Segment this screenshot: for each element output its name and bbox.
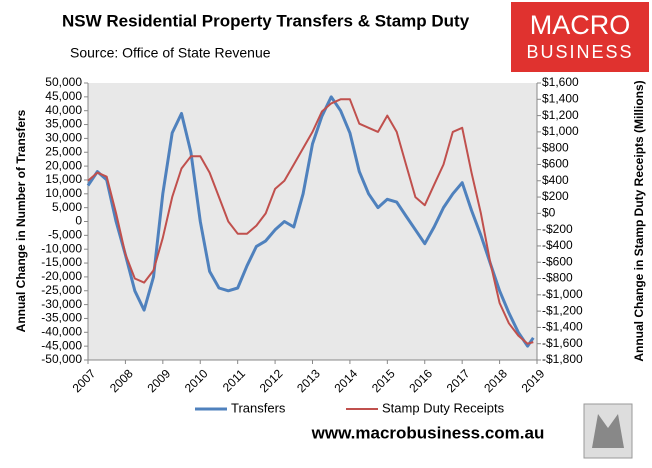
y-tick-label: 20,000 bbox=[45, 158, 82, 172]
y2-tick-label: -$800 bbox=[542, 271, 573, 285]
y-tick-label: 30,000 bbox=[45, 131, 82, 145]
y-tick-label: 5,000 bbox=[52, 200, 82, 214]
y-tick-label: -10,000 bbox=[41, 241, 82, 255]
y2-tick-label: -$600 bbox=[542, 254, 573, 268]
x-tick-label: 2011 bbox=[220, 366, 248, 394]
x-tick-label: 2017 bbox=[444, 366, 473, 395]
y2-tick-label: $1,200 bbox=[542, 108, 579, 122]
y-tick-label: -50,000 bbox=[41, 352, 82, 366]
y-tick-label: 15,000 bbox=[45, 172, 82, 186]
y-axis-title: Annual Change in Number of Transfers bbox=[14, 109, 28, 332]
y-tick-label: 25,000 bbox=[45, 144, 82, 158]
x-tick-label: 2016 bbox=[406, 366, 435, 395]
y2-tick-label: -$1,000 bbox=[542, 287, 583, 301]
y-tick-label: -5,000 bbox=[48, 228, 82, 242]
legend-label: Stamp Duty Receipts bbox=[382, 400, 505, 415]
y-tick-label: -20,000 bbox=[41, 269, 82, 283]
y-tick-label: 50,000 bbox=[45, 75, 82, 89]
y2-tick-label: -$400 bbox=[542, 238, 573, 252]
y-tick-label: 10,000 bbox=[45, 186, 82, 200]
x-tick-label: 2013 bbox=[294, 366, 323, 395]
y2-tick-label: $1,000 bbox=[542, 124, 579, 138]
x-tick-label: 2018 bbox=[481, 366, 510, 395]
x-tick-label: 2008 bbox=[107, 366, 136, 395]
y2-tick-label: $1,600 bbox=[542, 75, 579, 89]
legend-label: Transfers bbox=[231, 400, 286, 415]
y2-axis-title: Annual Change in Stamp Duty Receipts (Mi… bbox=[632, 80, 646, 361]
chart-subtitle: Source: Office of State Revenue bbox=[70, 45, 271, 61]
website: www.macrobusiness.com.au bbox=[311, 423, 545, 442]
y2-tick-label: -$200 bbox=[542, 222, 573, 236]
y2-tick-label: -$1,600 bbox=[542, 336, 583, 350]
logo-box bbox=[511, 2, 649, 72]
y-tick-label: -45,000 bbox=[41, 338, 82, 352]
x-tick-label: 2015 bbox=[369, 366, 398, 395]
y2-tick-label: $200 bbox=[542, 189, 569, 203]
x-tick-label: 2007 bbox=[70, 366, 99, 395]
y-tick-label: -40,000 bbox=[41, 324, 82, 338]
wolf-icon bbox=[592, 414, 624, 448]
logo-text: BUSINESS bbox=[526, 42, 633, 62]
y-tick-label: 35,000 bbox=[45, 117, 82, 131]
plot-background bbox=[88, 83, 537, 360]
y-tick-label: -25,000 bbox=[41, 283, 82, 297]
series-line bbox=[86, 95, 535, 348]
series-line bbox=[87, 98, 534, 345]
y2-tick-label: $800 bbox=[542, 140, 569, 154]
y-tick-label: 45,000 bbox=[45, 89, 82, 103]
x-tick-label: 2012 bbox=[257, 366, 286, 395]
y2-tick-label: -$1,800 bbox=[542, 352, 583, 366]
y-tick-label: -35,000 bbox=[41, 311, 82, 325]
y-tick-label: -15,000 bbox=[41, 255, 82, 269]
y2-tick-label: $400 bbox=[542, 173, 569, 187]
y2-tick-label: $1,400 bbox=[542, 91, 579, 105]
y2-tick-label: -$1,200 bbox=[542, 303, 583, 317]
x-tick-label: 2009 bbox=[144, 366, 173, 395]
logo-text: MACRO bbox=[530, 10, 631, 40]
chart-title: NSW Residential Property Transfers & Sta… bbox=[62, 11, 470, 30]
x-tick-label: 2010 bbox=[182, 366, 211, 395]
y-tick-label: 0 bbox=[75, 214, 82, 228]
y-tick-label: -30,000 bbox=[41, 297, 82, 311]
x-tick-label: 2019 bbox=[519, 366, 548, 395]
y2-tick-label: $0 bbox=[542, 206, 556, 220]
y-tick-label: 40,000 bbox=[45, 103, 82, 117]
y2-tick-label: $600 bbox=[542, 157, 569, 171]
x-tick-label: 2014 bbox=[331, 366, 360, 395]
y2-tick-label: -$1,400 bbox=[542, 320, 583, 334]
